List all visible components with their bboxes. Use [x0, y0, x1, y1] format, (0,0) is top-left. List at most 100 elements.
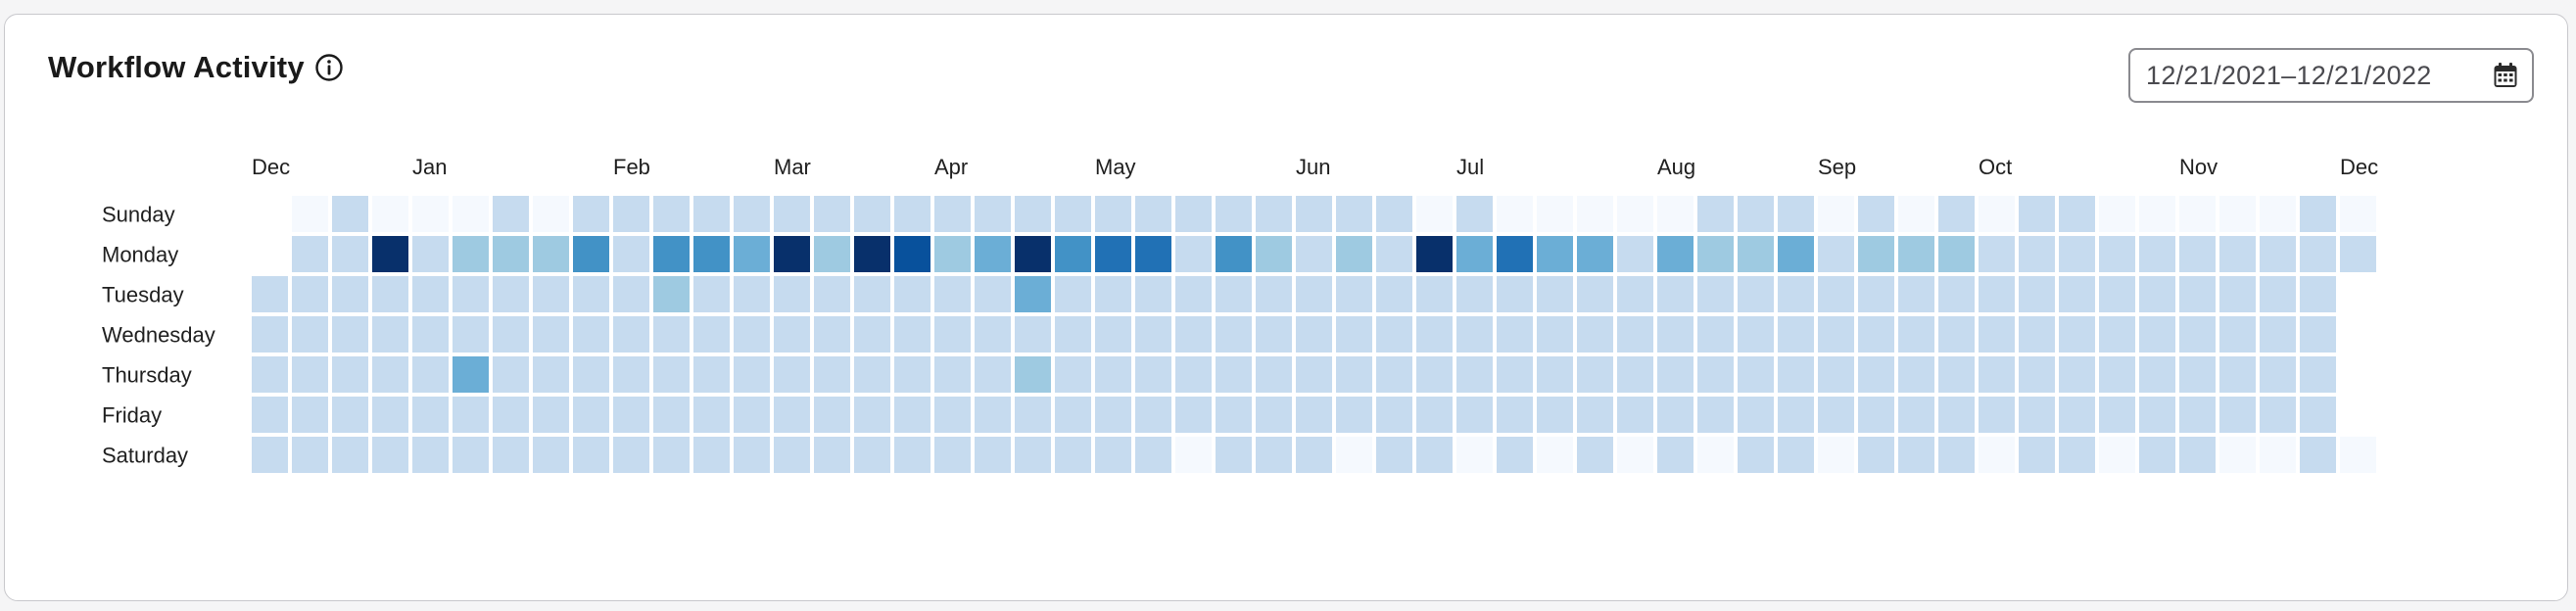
heatmap-cell[interactable]	[894, 397, 930, 433]
heatmap-cell[interactable]	[2300, 356, 2336, 393]
heatmap-cell[interactable]	[1697, 276, 1734, 312]
heatmap-cell[interactable]	[1256, 236, 1292, 272]
heatmap-cell[interactable]	[2219, 276, 2256, 312]
heatmap-cell[interactable]	[774, 316, 810, 352]
heatmap-cell[interactable]	[1979, 196, 2015, 232]
heatmap-cell[interactable]	[1416, 356, 1453, 393]
heatmap-cell[interactable]	[2340, 196, 2376, 232]
heatmap-cell[interactable]	[1135, 316, 1171, 352]
heatmap-cell[interactable]	[573, 437, 609, 473]
heatmap-cell[interactable]	[412, 236, 449, 272]
heatmap-cell[interactable]	[453, 236, 489, 272]
heatmap-cell[interactable]	[1657, 356, 1693, 393]
heatmap-cell[interactable]	[1095, 236, 1131, 272]
heatmap-cell[interactable]	[1055, 276, 1091, 312]
heatmap-cell[interactable]	[1898, 397, 1934, 433]
heatmap-cell[interactable]	[453, 316, 489, 352]
heatmap-cell[interactable]	[252, 316, 288, 352]
heatmap-cell[interactable]	[493, 356, 529, 393]
heatmap-cell[interactable]	[2260, 316, 2296, 352]
heatmap-cell[interactable]	[1979, 316, 2015, 352]
heatmap-cell[interactable]	[1175, 196, 1212, 232]
heatmap-cell[interactable]	[1175, 276, 1212, 312]
heatmap-cell[interactable]	[292, 437, 328, 473]
heatmap-cell[interactable]	[734, 437, 770, 473]
heatmap-cell[interactable]	[252, 397, 288, 433]
heatmap-cell[interactable]	[1416, 437, 1453, 473]
heatmap-cell[interactable]	[1858, 437, 1894, 473]
heatmap-cell[interactable]	[1818, 316, 1854, 352]
heatmap-cell[interactable]	[332, 276, 368, 312]
heatmap-cell[interactable]	[1216, 397, 1252, 433]
heatmap-cell[interactable]	[1416, 276, 1453, 312]
heatmap-cell[interactable]	[1216, 276, 1252, 312]
heatmap-cell[interactable]	[934, 397, 971, 433]
heatmap-cell[interactable]	[894, 316, 930, 352]
heatmap-cell[interactable]	[774, 437, 810, 473]
heatmap-cell[interactable]	[1979, 236, 2015, 272]
heatmap-cell[interactable]	[693, 437, 730, 473]
heatmap-cell[interactable]	[453, 196, 489, 232]
heatmap-cell[interactable]	[292, 316, 328, 352]
heatmap-cell[interactable]	[332, 196, 368, 232]
heatmap-cell[interactable]	[1376, 397, 1412, 433]
heatmap-cell[interactable]	[292, 276, 328, 312]
heatmap-cell[interactable]	[2219, 236, 2256, 272]
heatmap-cell[interactable]	[1296, 196, 1332, 232]
heatmap-cell[interactable]	[1416, 196, 1453, 232]
heatmap-cell[interactable]	[2260, 437, 2296, 473]
heatmap-cell[interactable]	[1175, 437, 1212, 473]
heatmap-cell[interactable]	[1055, 196, 1091, 232]
heatmap-cell[interactable]	[653, 356, 690, 393]
heatmap-cell[interactable]	[1336, 196, 1372, 232]
heatmap-cell[interactable]	[573, 397, 609, 433]
heatmap-cell[interactable]	[2139, 276, 2175, 312]
heatmap-cell[interactable]	[1376, 276, 1412, 312]
heatmap-cell[interactable]	[292, 397, 328, 433]
heatmap-cell[interactable]	[2139, 397, 2175, 433]
heatmap-cell[interactable]	[734, 356, 770, 393]
heatmap-cell[interactable]	[2179, 437, 2216, 473]
heatmap-cell[interactable]	[1095, 276, 1131, 312]
heatmap-cell[interactable]	[1497, 236, 1533, 272]
heatmap-cell[interactable]	[1256, 276, 1292, 312]
heatmap-cell[interactable]	[2139, 356, 2175, 393]
heatmap-cell[interactable]	[693, 316, 730, 352]
heatmap-cell[interactable]	[894, 437, 930, 473]
heatmap-cell[interactable]	[412, 316, 449, 352]
heatmap-cell[interactable]	[1617, 236, 1653, 272]
heatmap-cell[interactable]	[774, 276, 810, 312]
heatmap-cell[interactable]	[2340, 437, 2376, 473]
heatmap-cell[interactable]	[372, 316, 408, 352]
heatmap-cell[interactable]	[533, 437, 569, 473]
heatmap-cell[interactable]	[1979, 356, 2015, 393]
heatmap-cell[interactable]	[2219, 437, 2256, 473]
heatmap-cell[interactable]	[2300, 236, 2336, 272]
heatmap-cell[interactable]	[693, 196, 730, 232]
heatmap-cell[interactable]	[1135, 356, 1171, 393]
heatmap-cell[interactable]	[1497, 356, 1533, 393]
heatmap-cell[interactable]	[2260, 276, 2296, 312]
heatmap-cell[interactable]	[613, 356, 649, 393]
heatmap-cell[interactable]	[412, 356, 449, 393]
heatmap-cell[interactable]	[653, 276, 690, 312]
heatmap-cell[interactable]	[1497, 276, 1533, 312]
heatmap-cell[interactable]	[573, 316, 609, 352]
heatmap-cell[interactable]	[1216, 356, 1252, 393]
heatmap-cell[interactable]	[1456, 196, 1493, 232]
heatmap-cell[interactable]	[1416, 236, 1453, 272]
heatmap-cell[interactable]	[412, 397, 449, 433]
date-range-picker[interactable]: 12/21/2021–12/21/2022	[2128, 48, 2534, 103]
heatmap-cell[interactable]	[1336, 236, 1372, 272]
heatmap-cell[interactable]	[854, 196, 890, 232]
heatmap-cell[interactable]	[1898, 276, 1934, 312]
heatmap-cell[interactable]	[1135, 276, 1171, 312]
heatmap-cell[interactable]	[975, 356, 1011, 393]
heatmap-cell[interactable]	[693, 276, 730, 312]
heatmap-cell[interactable]	[693, 356, 730, 393]
heatmap-cell[interactable]	[1537, 236, 1573, 272]
heatmap-cell[interactable]	[372, 196, 408, 232]
heatmap-cell[interactable]	[934, 196, 971, 232]
heatmap-cell[interactable]	[814, 276, 850, 312]
heatmap-cell[interactable]	[1055, 356, 1091, 393]
